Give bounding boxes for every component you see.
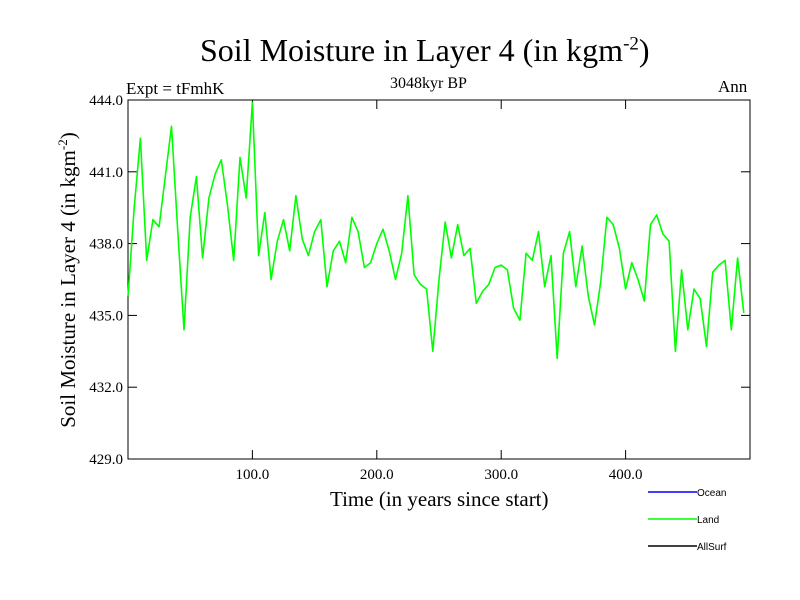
chart-title: Soil Moisture in Layer 4 (in kgm-2) <box>200 32 650 68</box>
series-group <box>127 101 745 360</box>
legend: Ocean Land AllSurf <box>648 488 727 553</box>
axis-ticks: 100.0 200.0 300.0 400.0 429.0 432.0 435.0 438.0… <box>89 93 750 483</box>
y-tick-label: 435.0 <box>89 308 123 324</box>
y-tick-label: 429.0 <box>89 452 123 468</box>
legend-label-ocean: Ocean <box>697 488 726 499</box>
legend-label-allsurf: AllSurf <box>697 542 727 553</box>
x-tick-label: 100.0 <box>236 467 270 483</box>
legend-label-land: Land <box>697 515 719 526</box>
chart-subtitle: 3048kyr BP <box>390 75 467 92</box>
y-tick-label: 444.0 <box>89 93 123 109</box>
x-tick-label: 200.0 <box>360 467 394 483</box>
series-line-land <box>127 101 745 360</box>
x-tick-label: 400.0 <box>609 467 643 483</box>
y-tick-label: 438.0 <box>89 237 123 253</box>
x-tick-label: 300.0 <box>484 467 518 483</box>
experiment-label: Expt = tFmhK <box>126 79 225 98</box>
y-tick-label: 432.0 <box>89 380 123 396</box>
season-label: Ann <box>718 77 748 96</box>
plot-frame <box>127 99 751 460</box>
y-tick-label: 441.0 <box>89 165 123 181</box>
x-axis-label: Time (in years since start) <box>330 487 549 511</box>
